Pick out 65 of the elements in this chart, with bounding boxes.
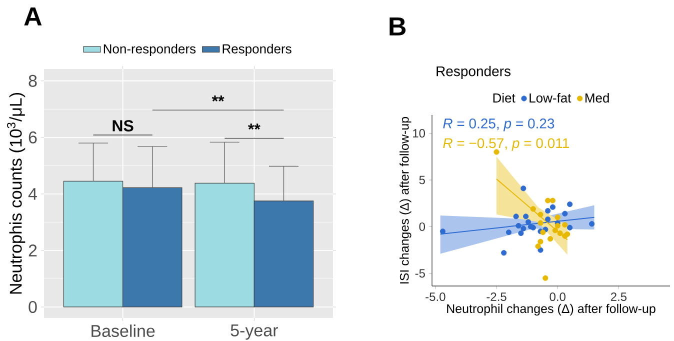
point (589, 221, 595, 227)
point (552, 228, 558, 234)
x-axis-title: Neutrophil changes (Δ) after follow-up (447, 304, 656, 316)
x-tick-label: -5.0 (426, 292, 446, 302)
y-tick-label: 10 (413, 129, 426, 138)
point (540, 230, 546, 236)
point (545, 208, 551, 214)
point (525, 219, 532, 225)
x-tick-label: Baseline (92, 324, 155, 338)
point (545, 216, 551, 222)
chart-title: B (390, 17, 406, 36)
point (554, 222, 560, 229)
point (523, 214, 529, 220)
point (550, 204, 556, 210)
annotation: R = −0.57, p = 0.011 (443, 138, 569, 151)
point (535, 244, 541, 250)
legend-label: Low-fat (530, 93, 572, 103)
point (501, 250, 507, 256)
point (440, 228, 446, 234)
point (513, 214, 519, 220)
point (567, 201, 573, 208)
x-tick-label: -2.5 (486, 292, 506, 302)
legend-label: Non-responders (104, 44, 196, 56)
point (538, 212, 544, 218)
point (538, 247, 544, 253)
chart-subtitle: Responders (436, 66, 511, 79)
legend-label: Med (586, 93, 609, 103)
point (547, 236, 554, 242)
point (520, 186, 526, 192)
legend-title: Diet (493, 93, 516, 103)
point (520, 226, 526, 232)
y-tick-label: -5 (415, 269, 425, 278)
point (538, 238, 544, 244)
y-tick-label: 0 (419, 222, 426, 231)
legend-label: Responders (222, 44, 292, 56)
annotation: R = 0.25, p = 0.23 (443, 118, 554, 132)
y-tick-label: 5 (419, 176, 425, 184)
point (518, 230, 524, 236)
point (506, 230, 512, 236)
point (567, 224, 573, 230)
y-tick-label: 4 (28, 188, 37, 200)
y-tick-label: 2 (28, 244, 37, 256)
y-axis-title: Neutrophis counts (10$^{3}$/μL) (7, 93, 26, 294)
y-tick-label: 8 (28, 74, 37, 87)
y-tick-label: 6 (28, 131, 37, 144)
point (550, 198, 556, 204)
y-axis-title: ISI changes (Δ) after follow-up (400, 116, 412, 284)
point (516, 222, 522, 229)
point (562, 222, 568, 228)
annotation: ** (212, 96, 224, 102)
chart-title: A (24, 7, 42, 26)
x-tick-label: 5-year (230, 324, 278, 340)
point (554, 214, 560, 220)
point (538, 220, 544, 226)
point (557, 230, 563, 236)
point (545, 198, 551, 204)
x-tick-label: 0.0 (550, 292, 566, 302)
annotation: ** (248, 124, 260, 130)
point (542, 275, 548, 281)
point (530, 206, 536, 212)
x-tick-label: 2.5 (610, 292, 627, 302)
point (562, 210, 568, 216)
annotation: NS (112, 120, 134, 132)
point (564, 231, 570, 237)
y-tick-label: 0 (28, 300, 37, 313)
